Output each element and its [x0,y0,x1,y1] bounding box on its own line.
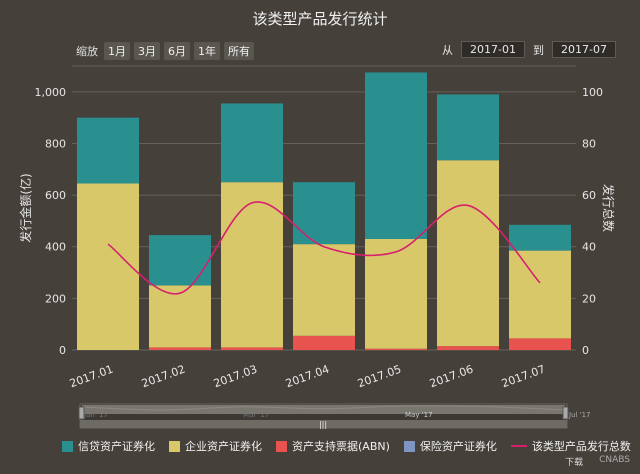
range-to-label: 到 [533,43,544,57]
range-from-label: 从 [442,43,453,57]
y2-tick-label: 100 [582,86,603,99]
bar-credit[interactable] [149,235,211,286]
y-axis-right-title: 发行总数 [601,184,616,232]
bar-abn[interactable] [365,348,427,350]
navigator-right-handle[interactable] [562,406,569,420]
y-axis-right-ticks: 0 20 40 60 80 100 [582,86,603,357]
y-tick-label: 600 [45,189,66,202]
navigator-label-jul: Jul '17 [568,411,591,419]
bar-abn[interactable] [437,346,499,350]
legend-swatch-corporate [169,440,180,452]
legend: 信贷资产证券化 企业资产证券化 资产支持票据(ABN) 保险资产证券化 该类型产… [62,438,631,454]
x-tick-label: 2017.03 [212,363,259,391]
legend-label-total: 该类型产品发行总数 [531,440,631,453]
navigator-left-handle[interactable] [78,406,85,420]
credit-text: CNABS [599,455,630,465]
navigator-label-jan: Jan '17 [83,411,108,419]
y-tick-label: 200 [45,292,66,305]
download-link[interactable]: 下载 [565,458,584,468]
legend-item-credit[interactable]: 信贷资产证券化 [62,438,155,454]
bar-corporate[interactable] [437,160,499,347]
zoom-1m-button[interactable]: 1月 [104,42,130,60]
legend-item-corporate[interactable]: 企业资产证券化 [169,438,262,454]
x-tick-label: 2017.02 [140,363,187,391]
bar-credit[interactable] [509,224,571,251]
legend-swatch-total [510,445,527,447]
bar-corporate[interactable] [293,244,355,336]
x-tick-label: 2017.06 [428,363,475,391]
range-from-input[interactable]: 2017-01 [461,41,525,58]
bar-corporate[interactable] [221,182,283,348]
y-axis-left-ticks: 0 200 400 600 800 1,000 [35,86,67,357]
bar-credit[interactable] [221,103,283,183]
zoom-6m-button[interactable]: 6月 [164,42,190,60]
y-tick-label: 400 [45,241,66,254]
bar-corporate[interactable] [365,238,427,349]
bar-credit[interactable] [293,182,355,245]
bar-abn[interactable] [221,347,283,350]
zoom-3m-button[interactable]: 3月 [134,42,160,60]
bar-corporate[interactable] [77,183,139,350]
legend-label-credit: 信贷资产证券化 [78,440,155,453]
bar-corporate[interactable] [149,285,211,348]
y2-tick-label: 40 [582,241,596,254]
bar-abn[interactable] [293,335,355,350]
scrollbar-grip: ||| [319,420,327,429]
legend-item-total[interactable]: 该类型产品发行总数 [510,438,631,454]
bar-credit[interactable] [365,72,427,239]
zoom-label: 缩放 [76,45,98,58]
legend-label-abn: 资产支持票据(ABN) [292,440,390,453]
y2-tick-label: 60 [582,189,596,202]
zoom-1y-button[interactable]: 1年 [194,42,220,60]
x-tick-label: 2017.04 [284,363,331,391]
bar-corporate[interactable] [509,250,571,339]
y2-tick-label: 0 [582,344,589,357]
legend-label-corporate: 企业资产证券化 [185,440,262,453]
x-axis-ticks: 2017.01 2017.02 2017.03 2017.04 2017.05 2017.… [68,363,547,391]
y-axis-left-title: 发行金额(亿) [18,173,33,242]
x-tick-label: 2017.07 [500,363,547,391]
zoom-bar: 缩放 1月 3月 6月 1年 所有 [76,42,254,60]
navigator-mask [82,405,565,414]
y-tick-label: 1,000 [35,86,67,99]
bar-abn[interactable] [509,338,571,350]
navigator-label-may: May '17 [405,411,433,419]
y2-tick-label: 80 [582,137,596,150]
series-line-total-count [107,201,541,295]
zoom-all-button[interactable]: 所有 [224,42,254,60]
bar-credit[interactable] [77,117,139,184]
legend-swatch-abn [276,440,287,452]
navigator[interactable]: ||| Jan '17 Mar '17 May '17 Jul '17 [78,403,591,429]
x-tick-label: 2017.01 [68,363,115,391]
navigator-label-mar: Mar '17 [243,411,269,419]
bar-abn[interactable] [149,347,211,350]
legend-swatch-credit [62,440,73,452]
y-tick-label: 0 [59,344,66,357]
bar-series [77,72,571,350]
chart-title: 该类型产品发行统计 [252,10,388,28]
date-range: 从 2017-01 到 2017-07 [442,41,616,58]
y2-tick-label: 20 [582,292,596,305]
navigator-scrollbar[interactable] [80,420,567,428]
y-tick-label: 800 [45,137,66,150]
bar-credit[interactable] [437,94,499,161]
legend-item-abn[interactable]: 资产支持票据(ABN) [276,438,390,454]
footer: 下载 CNABS [565,455,630,468]
x-tick-label: 2017.05 [356,363,403,391]
legend-item-insurance[interactable]: 保险资产证券化 [403,438,497,454]
legend-swatch-insurance [403,440,415,452]
range-to-input[interactable]: 2017-07 [552,41,616,58]
legend-label-insurance: 保险资产证券化 [419,440,497,453]
